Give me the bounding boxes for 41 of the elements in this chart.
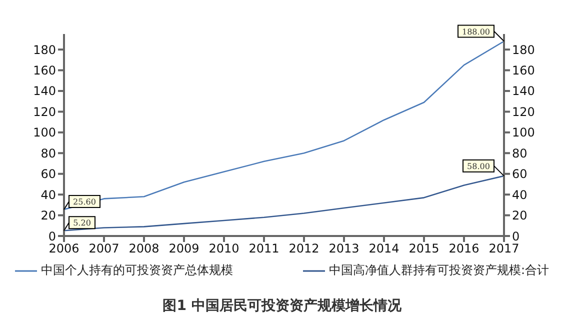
y2-tick-label: 60 [512,167,528,182]
legend-label: 中国高净值人群持有可投资资产规模:合计 [328,262,550,279]
x-tick-label: 2012 [288,242,320,256]
y2-tick-label: 40 [512,188,528,202]
y-tick-label: 160 [33,64,56,78]
data-label: 5.20 [73,218,91,228]
y2-tick-label: 0 [512,229,520,244]
text: 图1 中国居民可投资资产规模增长情况 [162,297,402,315]
x-tick-label: 2010 [208,242,240,256]
legend-label: 中国个人持有的可投资资产总体规模 [40,262,233,279]
y2-tick-label: 80 [512,146,528,160]
y2-tick-label: 100 [512,126,535,140]
x-tick-label: 2015 [408,242,440,256]
y-tick-label: 20 [40,208,56,223]
x-tick-label: 2006 [48,242,80,256]
y-tick-label: 100 [33,126,56,140]
data-label: 188.00 [462,27,490,36]
x-tick-label: 2013 [328,242,360,256]
line-series [64,175,504,232]
x-tick-label: 2014 [368,242,400,256]
y2-tick-label: 120 [512,104,535,119]
y-tick-label: 120 [33,104,56,119]
y-tick-label: 0 [48,229,56,244]
y2-tick-label: 140 [512,84,535,98]
line-series [64,40,504,210]
x-tick-label: 2009 [168,242,200,256]
y-tick-label: 40 [40,188,56,202]
y2-tick-label: 20 [512,208,528,223]
data-label: 25.60 [73,197,96,206]
y-tick-label: 80 [40,146,56,160]
x-tick-label: 2008 [128,242,160,256]
x-tick-label: 2011 [248,242,280,256]
y-tick-label: 140 [33,84,56,98]
data-label: 58.00 [467,162,490,171]
y-tick-label: 180 [33,42,56,57]
y2-tick-label: 160 [512,64,535,78]
x-tick-label: 2016 [448,242,480,256]
y2-tick-label: 180 [512,42,535,57]
y-tick-label: 60 [40,167,56,182]
x-tick-label: 2007 [88,242,120,256]
x-tick-label: 2017 [488,242,520,256]
